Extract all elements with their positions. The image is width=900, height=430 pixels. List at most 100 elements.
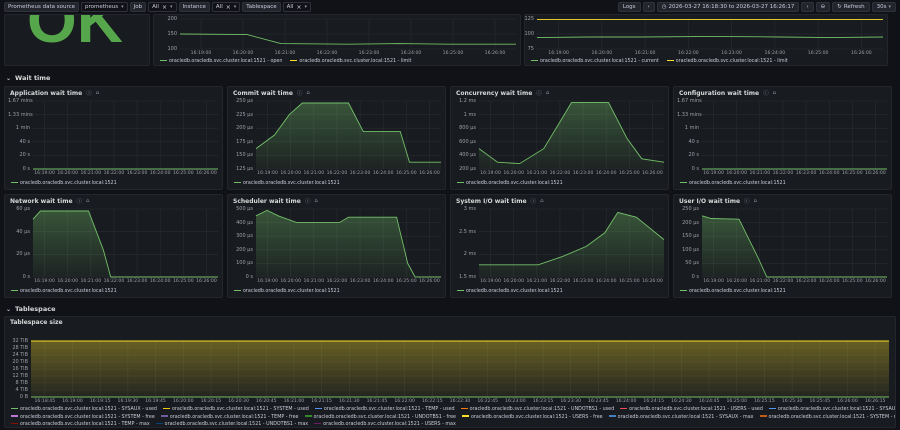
x-tick-label: 16:25:00 [807, 51, 829, 56]
x-tick-label: 16:24:00 [400, 51, 422, 56]
legend-label: oracledb.oracledb.svc.cluster.local:1521… [20, 422, 150, 427]
close-icon[interactable]: × [296, 3, 302, 11]
zoom-out-button[interactable]: ⊖ [815, 2, 831, 12]
legend-item[interactable]: oracledb.oracledb.svc.cluster.local:1521… [620, 407, 763, 412]
legend-item[interactable]: oracledb.oracledb.svc.cluster.local:1521… [155, 422, 308, 427]
legend-item[interactable]: oracledb.oracledb.svc.cluster.local:1521 [11, 289, 117, 294]
legend-item[interactable]: oracledb.oracledb.svc.cluster.local:1521 [11, 181, 117, 186]
legend-item[interactable]: oracledb.oracledb.svc.cluster.local:1521 [234, 181, 340, 186]
x-tick-label: 16:20:30 [228, 399, 249, 404]
section-tablespace[interactable]: ⌄ Tablespace [0, 303, 900, 315]
x-tick-label: 16:21:45 [366, 399, 388, 404]
library-panel-icon: ⌂ [545, 90, 550, 96]
info-icon[interactable]: ⓘ [86, 91, 92, 97]
close-icon[interactable]: × [225, 3, 231, 11]
y-tick-label: 600 µs [459, 138, 476, 145]
x-tick-label: 16:19:00 [703, 171, 724, 176]
y-tick-label: 225 µs [236, 111, 253, 118]
legend-label: oracledb.oracledb.svc.cluster.local:1521… [768, 414, 896, 420]
panel-title: Tablespace size [10, 319, 63, 326]
x-tick-label: 16:26:00 [642, 171, 663, 176]
refresh-button[interactable]: ↻ Refresh [832, 2, 870, 12]
datasource-select[interactable]: prometheus ▾ [81, 2, 128, 12]
legend-label: oracledb.oracledb.svc.cluster.local:1521… [469, 407, 615, 412]
legend-label: oracledb.oracledb.svc.cluster.local:1521… [540, 59, 659, 64]
info-icon[interactable]: ⓘ [76, 199, 83, 205]
y-tick-label: 1.2 ms [458, 98, 476, 104]
panel-title: System I/O wait time ⓘ ⌂ [456, 197, 544, 206]
legend-item[interactable]: oracledb.oracledb.svc.cluster.local:1521… [11, 415, 155, 420]
library-panel-icon: ⌂ [95, 90, 100, 96]
info-icon[interactable]: ⓘ [763, 91, 769, 97]
info-icon[interactable]: ⓘ [304, 199, 311, 205]
legend-swatch [234, 181, 241, 184]
legend-item[interactable]: oracledb.oracledb.svc.cluster.local:1521… [290, 59, 411, 64]
info-icon[interactable]: ⓘ [744, 199, 750, 205]
x-tick-label: 16:19:00 [480, 279, 501, 284]
chevron-right-icon: › [806, 3, 809, 10]
plot-area [179, 18, 516, 50]
legend-item[interactable]: oracledb.oracledb.svc.cluster.local:1521 [457, 289, 563, 294]
legend-item[interactable]: oracledb.oracledb.svc.cluster.local:1521… [768, 407, 896, 412]
x-tick-label: 16:22:00 [678, 51, 699, 56]
legend-item[interactable]: oracledb.oracledb.svc.cluster.local:1521… [11, 422, 150, 427]
y-tick-label: 250 µs [682, 206, 699, 212]
y-tick-label: 300 µs [236, 233, 253, 240]
refresh-interval-select[interactable]: 30s ▾ [871, 2, 896, 12]
legend-item[interactable]: oracledb.oracledb.svc.cluster.local:1521… [162, 407, 309, 412]
legend-item[interactable]: oracledb.oracledb.svc.cluster.local:1521 [680, 289, 786, 294]
legend-item[interactable]: oracledb.oracledb.svc.cluster.local:1521… [314, 422, 456, 427]
info-icon[interactable]: ⓘ [530, 199, 537, 205]
legend-item[interactable]: oracledb.oracledb.svc.cluster.local:1521… [460, 407, 615, 412]
legend-label: oracledb.oracledb.svc.cluster.local:1521… [777, 407, 896, 412]
legend-swatch [155, 422, 163, 425]
panel-title: Scheduler wait time ⓘ ⌂ [233, 197, 318, 206]
processes-panel: 125 100 75 16:19:00 16:20:00 16:21:00 16:22:00… [524, 14, 888, 66]
x-tick-label: 16:24:15 [643, 399, 665, 404]
panel-title-text: User I/O wait time [679, 197, 741, 205]
legend-item[interactable]: oracledb.oracledb.svc.cluster.local:1521 [234, 289, 340, 294]
time-range-picker[interactable]: ◷ 2026-03-27 16:18:30 to 2026-03-27 16:26… [656, 2, 800, 12]
legend-item[interactable]: oracledb.oracledb.svc.cluster.local:1521 [680, 181, 786, 186]
legend-item[interactable]: oracledb.oracledb.svc.cluster.local:1521… [11, 407, 157, 412]
x-tick-label: 16:20:00 [726, 279, 748, 284]
y-tick-label: 0 s [245, 274, 253, 280]
legend-item[interactable]: oracledb.oracledb.svc.cluster.local:1521 [457, 181, 563, 186]
time-back-button[interactable]: ‹ [642, 2, 655, 12]
legend-label: oracledb.oracledb.svc.cluster.local:1521 [243, 181, 340, 186]
legend-item[interactable]: oracledb.oracledb.svc.cluster.local:1521… [304, 415, 456, 420]
dashboard-toolbar: Prometheus data source prometheus ▾ Job A… [0, 0, 900, 14]
info-icon[interactable]: ⓘ [296, 91, 303, 97]
logs-button[interactable]: Logs [617, 2, 641, 12]
legend-item[interactable]: oracledb.oracledb.svc.cluster.local:1521… [314, 407, 455, 412]
legend-swatch [666, 59, 674, 62]
legend-item[interactable]: oracledb.oracledb.svc.cluster.local:1521… [160, 415, 299, 420]
wait-time-panel: Commit wait time ⓘ ⌂ 250 µs 225 µs 200 µs 175 … [227, 86, 446, 190]
plot-area [255, 208, 441, 278]
instance-select[interactable]: All × ▾ [211, 2, 241, 12]
job-select[interactable]: All × ▾ [148, 2, 177, 12]
x-tick-label: 16:22:00 [103, 171, 125, 176]
x-tick-label: 16:26:00 [196, 171, 217, 176]
legend-item[interactable]: oracledb.oracledb.svc.cluster.local:1521… [666, 59, 788, 64]
legend-item[interactable]: oracledb.oracledb.svc.cluster.local:1521… [608, 415, 754, 420]
series-line [32, 210, 218, 278]
time-forward-button[interactable]: › [801, 2, 814, 12]
legend-item[interactable]: oracledb.oracledb.svc.cluster.local:1521… [531, 59, 659, 64]
legend-item[interactable]: oracledb.oracledb.svc.cluster.local:1521… [160, 59, 282, 64]
info-icon[interactable]: ⓘ [536, 91, 542, 97]
library-panel-icon: ⌂ [306, 90, 310, 96]
legend-swatch [461, 415, 469, 417]
close-icon[interactable]: × [161, 3, 167, 11]
section-title: Wait time [15, 74, 51, 82]
section-wait-time[interactable]: ⌄ Wait time [0, 72, 900, 84]
series-line [479, 211, 665, 266]
legend-item[interactable]: oracledb.oracledb.svc.cluster.local:1521… [759, 414, 896, 420]
y-tick-label: 1.67 mins [677, 98, 702, 104]
tablespace-select[interactable]: All × ▾ [282, 2, 312, 12]
x-tick-label: 16:26:00 [419, 171, 440, 176]
legend-item[interactable]: oracledb.oracledb.svc.cluster.local:1521… [461, 415, 603, 420]
y-tick-label: 100 µs [682, 246, 699, 253]
legend-label: oracledb.oracledb.svc.cluster.local:1521… [675, 59, 788, 64]
plot-area [478, 100, 665, 170]
